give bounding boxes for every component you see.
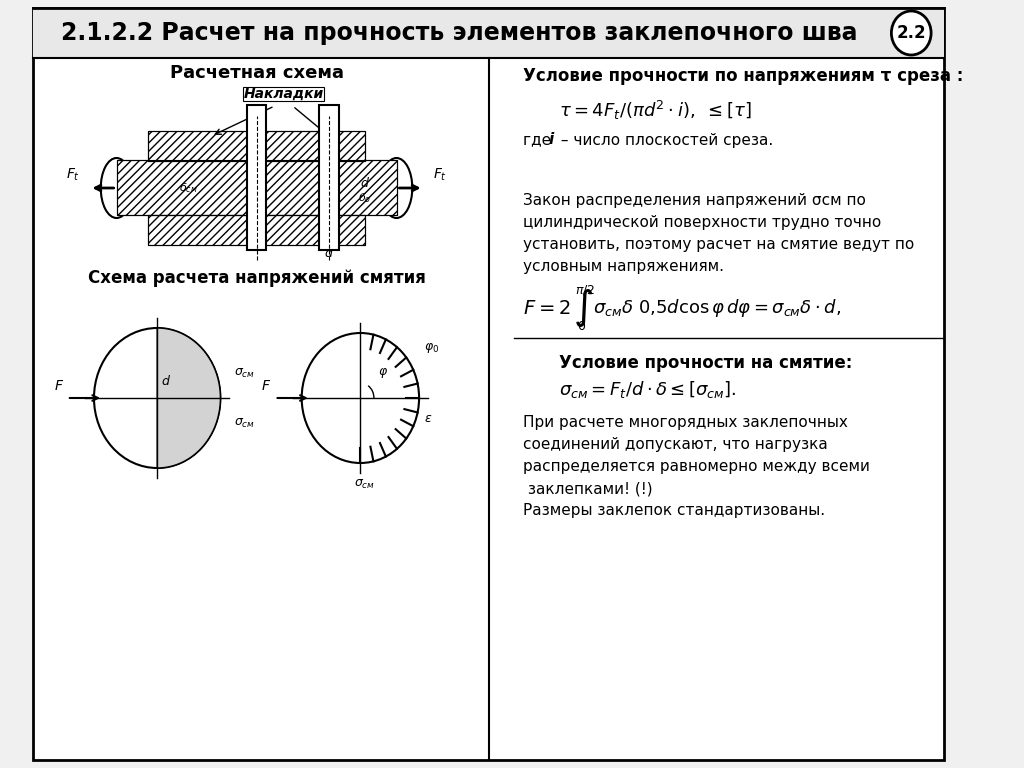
Bar [148,215,365,245]
Text: $σ_{см}$: $σ_{см}$ [233,416,255,429]
Text: $F = 2$: $F = 2$ [523,299,570,317]
Circle shape [302,333,419,463]
Polygon shape [158,328,220,468]
Bar [117,160,396,215]
Text: $б_{см}$: $б_{см}$ [179,181,199,195]
Text: где: где [523,133,556,147]
Text: $\pi/2$: $\pi/2$ [575,283,595,297]
Text: $φ$: $φ$ [379,366,388,380]
FancyBboxPatch shape [34,8,944,760]
Ellipse shape [276,158,308,218]
Text: $\sigma_{см}\delta\ 0{,}5d\cos\varphi\, d\varphi = \sigma_{см}\delta\cdot d,$: $\sigma_{см}\delta\ 0{,}5d\cos\varphi\, … [593,297,842,319]
Text: Расчетная схема: Расчетная схема [170,64,343,82]
Text: Накладки: Накладки [244,87,324,101]
Text: установить, поэтому расчет на смятие ведут по: установить, поэтому расчет на смятие вед… [523,237,914,251]
Text: Схема расчета напряжений смятия: Схема расчета напряжений смятия [88,269,425,287]
Ellipse shape [381,158,413,218]
Text: При расчете многорядных заклепочных: При расчете многорядных заклепочных [523,415,848,431]
Text: заклепками! (!): заклепками! (!) [523,482,652,496]
Text: d: d [162,375,170,388]
Bar [34,8,944,58]
Bar [148,131,365,161]
Text: $F_t$: $F_t$ [432,167,446,183]
Text: F: F [262,379,270,393]
Bar [117,160,396,215]
Text: Размеры заклепок стандартизованы.: Размеры заклепок стандартизованы. [523,504,825,518]
Circle shape [891,11,931,55]
Text: 2.2: 2.2 [896,24,926,42]
Text: F: F [54,379,62,393]
Bar [247,105,266,250]
Text: 2.1.2.2 Расчет на прочность элементов заклепочного шва: 2.1.2.2 Расчет на прочность элементов за… [61,21,858,45]
Ellipse shape [205,158,237,218]
Text: $d$: $d$ [359,176,370,190]
Text: условным напряжениям.: условным напряжениям. [523,259,724,273]
Text: i: i [548,133,553,147]
Text: $б_o$: $б_o$ [358,191,372,205]
Bar [148,131,365,161]
Text: d: d [325,247,333,260]
Text: $F_t$: $F_t$ [67,167,81,183]
Text: $\int$: $\int$ [572,287,593,329]
Text: $0$: $0$ [578,319,586,333]
Text: $φ_0$: $φ_0$ [424,341,439,355]
Text: соединений допускают, что нагрузка: соединений допускают, что нагрузка [523,438,827,452]
Text: $\tau = 4F_t/(\pi d^2 \cdot i),\ \leq [\tau]$: $\tau = 4F_t/(\pi d^2 \cdot i),\ \leq [\… [559,98,752,121]
Text: Условие прочности на смятие:: Условие прочности на смятие: [559,354,852,372]
Text: Закон распределения напряжений σсм по: Закон распределения напряжений σсм по [523,193,866,207]
Circle shape [94,328,220,468]
Text: распределяется равномерно между всеми: распределяется равномерно между всеми [523,459,869,475]
Text: цилиндрической поверхности трудно точно: цилиндрической поверхности трудно точно [523,214,882,230]
Bar [148,215,365,245]
Text: $\sigma_{см} = F_t/d\cdot\delta \leq [\sigma_{см}].$: $\sigma_{см} = F_t/d\cdot\delta \leq [\s… [559,379,736,400]
Text: – число плоскостей среза.: – число плоскостей среза. [556,133,773,147]
Text: Условие прочности по напряжениям τ среза :: Условие прочности по напряжениям τ среза… [523,67,964,85]
Ellipse shape [100,158,132,218]
Bar [318,105,339,250]
Text: $σ_{см}$: $σ_{см}$ [354,478,376,491]
Text: $ε$: $ε$ [424,412,432,425]
Text: $σ_{см}$: $σ_{см}$ [233,366,255,379]
